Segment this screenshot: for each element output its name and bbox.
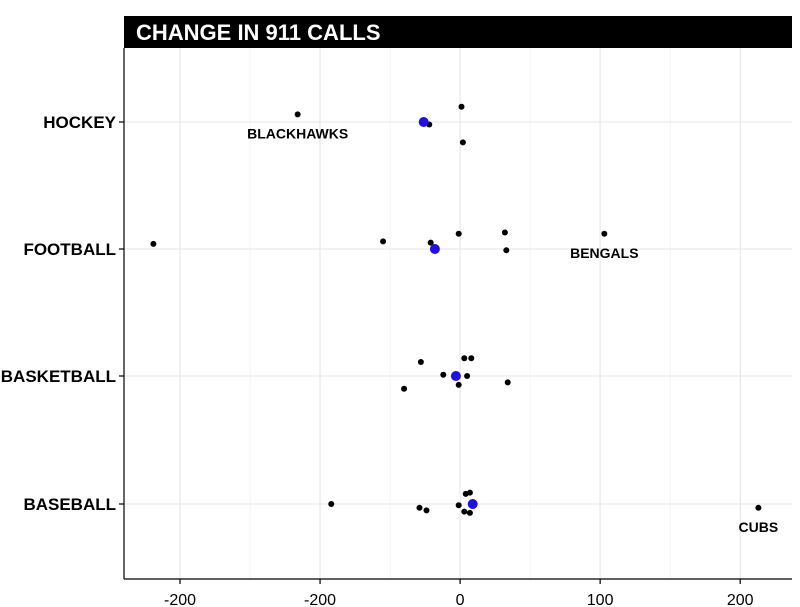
data-point xyxy=(503,247,510,254)
data-point xyxy=(466,509,473,516)
annotation-label: CUBS xyxy=(739,519,779,535)
data-point xyxy=(459,139,466,146)
y-tick-label: FOOTBALL xyxy=(23,240,116,259)
x-tick-label: 100 xyxy=(587,592,614,607)
data-point xyxy=(380,238,387,245)
data-point xyxy=(466,489,473,496)
annotation-label: BENGALS xyxy=(570,245,638,261)
y-tick-label: BASKETBALL xyxy=(1,367,116,386)
data-point xyxy=(455,230,462,237)
data-point xyxy=(427,239,434,246)
data-point xyxy=(504,379,511,386)
plot-area: HOCKEY FOOTBALL BASKETBALL BASEBALL -200 -200… xyxy=(1,48,792,607)
data-point xyxy=(468,355,475,362)
mean-point xyxy=(450,371,461,381)
mean-point xyxy=(429,244,440,254)
title-bar xyxy=(124,16,792,48)
data-point xyxy=(455,502,462,509)
x-tick-label: -200 xyxy=(304,592,336,607)
data-point xyxy=(423,507,430,514)
data-point xyxy=(417,359,424,366)
mean-point xyxy=(467,499,478,509)
x-tick-label: -200 xyxy=(164,592,196,607)
data-point xyxy=(401,385,408,392)
data-point xyxy=(294,111,301,118)
data-point xyxy=(601,230,608,237)
data-point xyxy=(501,229,508,236)
y-tick-label: HOCKEY xyxy=(43,113,116,132)
annotation-label: BLACKHAWKS xyxy=(247,125,348,141)
data-point xyxy=(458,103,465,110)
x-tick-label: 0 xyxy=(456,592,465,607)
mean-point xyxy=(418,117,429,127)
x-tick-label: 200 xyxy=(727,592,754,607)
chart-title: CHANGE IN 911 CALLS xyxy=(136,20,381,45)
data-point xyxy=(461,508,468,515)
data-point xyxy=(455,381,462,388)
data-point xyxy=(440,371,447,378)
y-tick-label: BASEBALL xyxy=(23,495,116,514)
data-point xyxy=(464,373,471,379)
data-point xyxy=(461,355,468,362)
data-point xyxy=(755,504,762,511)
data-point xyxy=(416,504,423,511)
data-point xyxy=(328,501,335,507)
data-point xyxy=(150,240,157,247)
